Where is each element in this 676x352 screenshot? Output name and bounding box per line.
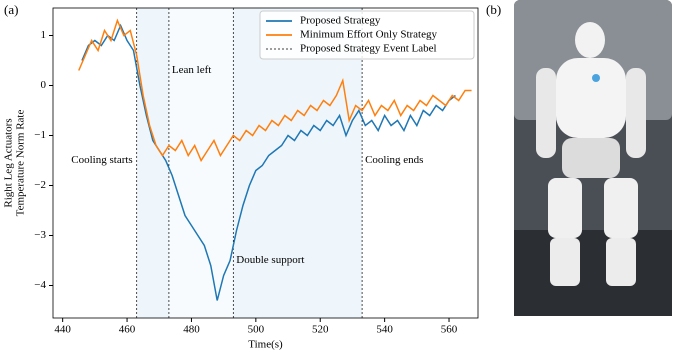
event-region <box>136 8 169 318</box>
legend-label: Minimum Effort Only Strategy <box>300 29 437 41</box>
event-label: Lean left <box>172 64 211 76</box>
event-label: Double support <box>236 254 304 266</box>
y-tick-label: −1 <box>34 129 46 141</box>
x-tick-label: 540 <box>376 324 393 336</box>
event-region <box>168 8 234 318</box>
legend-label: Proposed Strategy Event Label <box>300 43 437 55</box>
legend-box <box>259 10 475 60</box>
x-tick-label: 440 <box>54 324 71 336</box>
y-tick-label: 1 <box>41 29 47 41</box>
y-tick-label: 0 <box>41 79 47 91</box>
y-axis-label: Temperature Norm Rate <box>15 110 27 217</box>
x-tick-label: 560 <box>441 324 458 336</box>
legend-label: Proposed Strategy <box>300 15 381 27</box>
robot-photo <box>514 0 672 316</box>
x-axis-label: Time(s) <box>248 339 283 351</box>
x-tick-label: 500 <box>248 324 265 336</box>
panel-label: (b) <box>486 2 501 17</box>
x-tick-label: 480 <box>183 324 200 336</box>
y-tick-label: −4 <box>34 279 46 291</box>
x-tick-label: 460 <box>119 324 136 336</box>
plot-frame <box>52 7 479 319</box>
event-label: Cooling starts <box>71 154 132 166</box>
y-tick-label: −2 <box>34 179 46 191</box>
x-tick-label: 520 <box>312 324 329 336</box>
panel-label: (a) <box>4 2 18 17</box>
data-line <box>78 18 472 163</box>
y-tick-label: −3 <box>34 229 46 241</box>
event-label: Cooling ends <box>365 154 423 166</box>
event-region <box>233 8 363 318</box>
y-axis-label: Right Leg Actuators <box>3 118 15 207</box>
data-line <box>81 23 456 301</box>
